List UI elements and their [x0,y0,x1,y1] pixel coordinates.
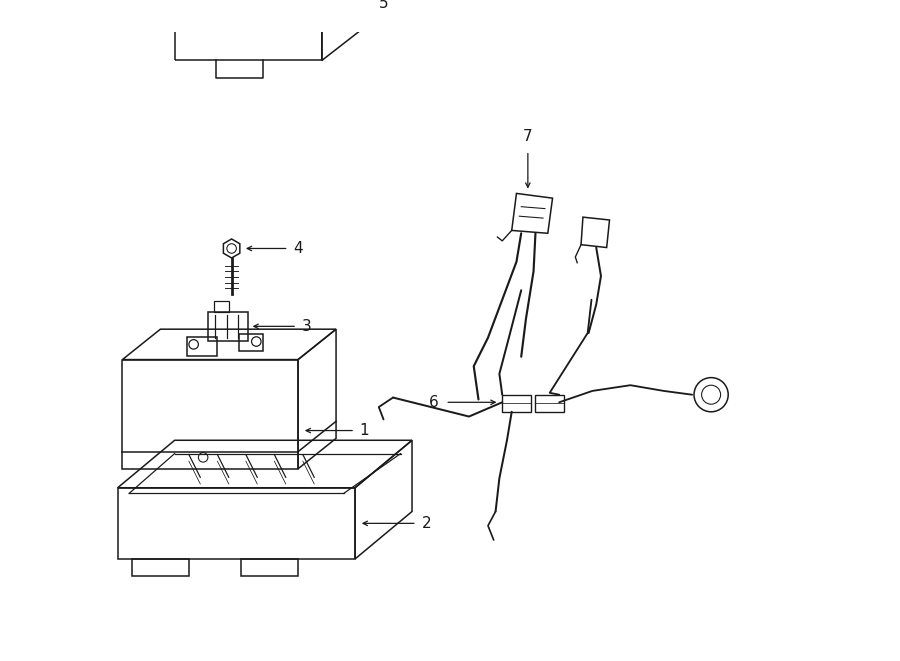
Text: 5: 5 [379,0,389,11]
Text: 2: 2 [421,516,431,531]
Text: 3: 3 [302,319,311,334]
Text: 6: 6 [429,395,438,410]
Text: 1: 1 [360,423,369,438]
Text: 7: 7 [523,129,533,144]
Text: 4: 4 [293,241,303,256]
